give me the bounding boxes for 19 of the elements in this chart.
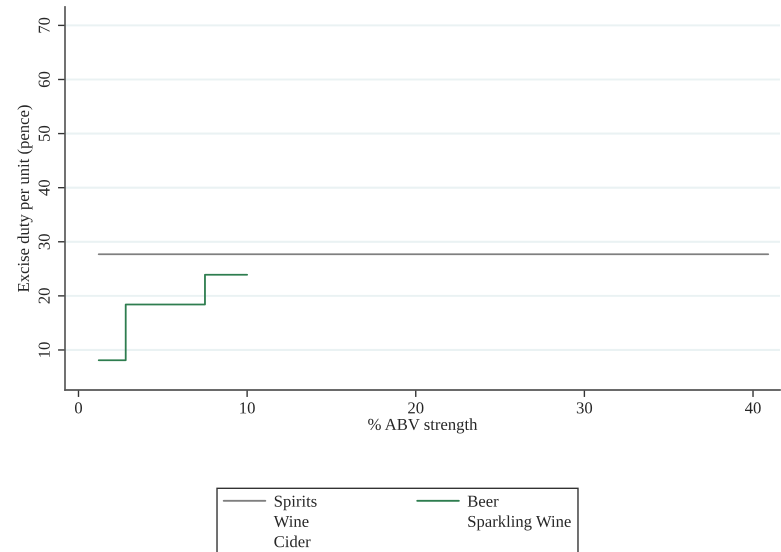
x-tick-label: 10 xyxy=(240,402,255,414)
y-axis-title: Excise duty per unit (pence) xyxy=(17,105,33,292)
y-tick-label: 10 xyxy=(38,342,50,357)
y-tick-label: 40 xyxy=(38,180,50,196)
y-tick-label: 60 xyxy=(38,72,50,88)
x-tick-label: 30 xyxy=(576,402,592,414)
x-axis-title: % ABV strength xyxy=(368,418,478,434)
y-tick-label: 30 xyxy=(38,234,50,250)
x-tick-label: 0 xyxy=(74,402,82,414)
legend-label: Beer xyxy=(468,496,499,507)
legend-label: Spirits xyxy=(274,496,317,510)
x-tick-label: 40 xyxy=(745,402,761,414)
y-tick-label: 70 xyxy=(38,18,50,33)
y-tick-label: 20 xyxy=(38,288,50,304)
text: Wine xyxy=(274,516,309,528)
y-tick-label: 50 xyxy=(38,126,50,141)
text: Cider xyxy=(274,536,311,548)
text: Sparkling Wine xyxy=(468,515,571,530)
x-tick-label: 20 xyxy=(408,402,424,414)
